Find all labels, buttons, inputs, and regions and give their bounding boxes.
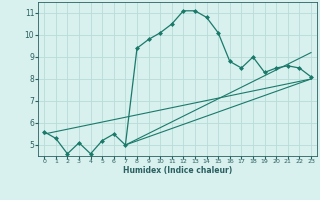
X-axis label: Humidex (Indice chaleur): Humidex (Indice chaleur) xyxy=(123,166,232,175)
